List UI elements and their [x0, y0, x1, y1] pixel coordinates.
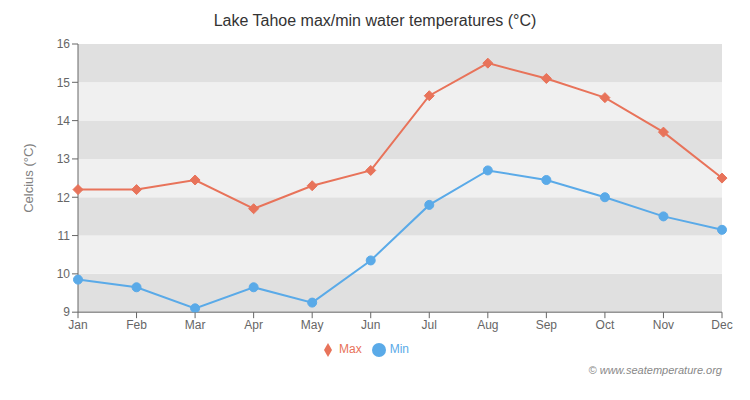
svg-text:Jul: Jul [422, 318, 437, 332]
svg-text:May: May [301, 318, 324, 332]
svg-text:Sep: Sep [536, 318, 558, 332]
svg-text:Jun: Jun [361, 318, 380, 332]
svg-text:Dec: Dec [711, 318, 732, 332]
svg-text:Jan: Jan [68, 318, 87, 332]
html-text:Min: Min [389, 342, 409, 357]
html-text:Lake Tahoe max/min water tempe: Lake Tahoe max/min water temperatures (°… [213, 12, 537, 29]
svg-text:10: 10 [57, 267, 71, 281]
svg-text:15: 15 [57, 76, 71, 90]
svg-text:9: 9 [63, 305, 70, 319]
svg-text:Apr: Apr [244, 318, 263, 332]
svg-text:Oct: Oct [596, 318, 615, 332]
svg-text:Mar: Mar [185, 318, 206, 332]
svg-text:14: 14 [57, 114, 71, 128]
html-text:© www.seatemperature.org: © www.seatemperature.org [588, 364, 722, 376]
html-text:Max: Max [339, 342, 362, 357]
svg-text:Celcius (°C): Celcius (°C) [21, 143, 36, 212]
svg-text:13: 13 [57, 152, 71, 166]
svg-text:Nov: Nov [653, 318, 674, 332]
svg-text:Feb: Feb [126, 318, 147, 332]
svg-text:16: 16 [57, 37, 71, 51]
svg-text:12: 12 [57, 191, 71, 205]
svg-text:11: 11 [58, 229, 71, 243]
svg-text:Aug: Aug [477, 318, 498, 332]
